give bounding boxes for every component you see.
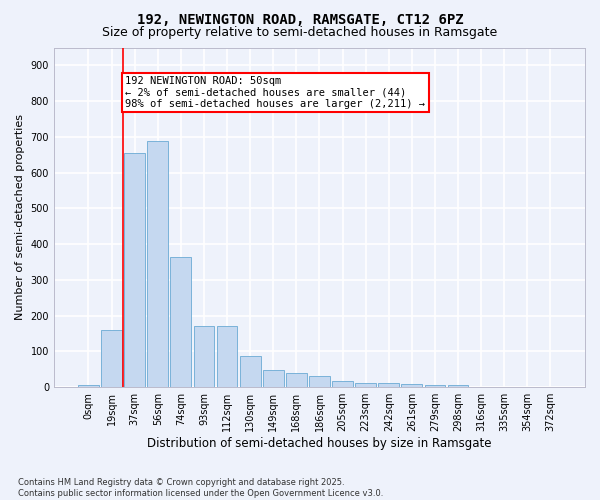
- Text: 192, NEWINGTON ROAD, RAMSGATE, CT12 6PZ: 192, NEWINGTON ROAD, RAMSGATE, CT12 6PZ: [137, 12, 463, 26]
- Bar: [217, 326, 238, 387]
- Bar: [332, 381, 353, 387]
- Bar: [401, 384, 422, 387]
- Bar: [263, 370, 284, 387]
- Text: Contains HM Land Registry data © Crown copyright and database right 2025.
Contai: Contains HM Land Registry data © Crown c…: [18, 478, 383, 498]
- X-axis label: Distribution of semi-detached houses by size in Ramsgate: Distribution of semi-detached houses by …: [147, 437, 492, 450]
- Bar: [355, 382, 376, 387]
- Bar: [124, 153, 145, 387]
- Bar: [240, 356, 260, 387]
- Bar: [194, 326, 214, 387]
- Bar: [379, 384, 399, 387]
- Bar: [425, 385, 445, 387]
- Bar: [101, 330, 122, 387]
- Text: Size of property relative to semi-detached houses in Ramsgate: Size of property relative to semi-detach…: [103, 26, 497, 39]
- Bar: [148, 141, 168, 387]
- Bar: [78, 384, 99, 387]
- Bar: [286, 373, 307, 387]
- Y-axis label: Number of semi-detached properties: Number of semi-detached properties: [15, 114, 25, 320]
- Bar: [170, 258, 191, 387]
- Bar: [309, 376, 330, 387]
- Text: 192 NEWINGTON ROAD: 50sqm
← 2% of semi-detached houses are smaller (44)
98% of s: 192 NEWINGTON ROAD: 50sqm ← 2% of semi-d…: [125, 76, 425, 110]
- Bar: [448, 386, 469, 387]
